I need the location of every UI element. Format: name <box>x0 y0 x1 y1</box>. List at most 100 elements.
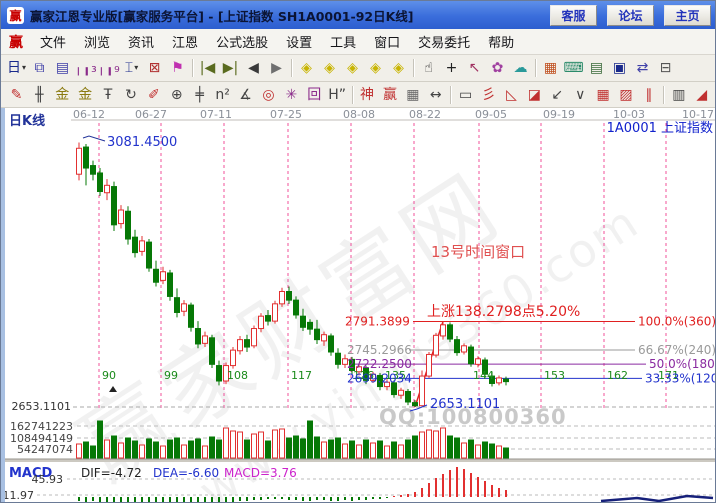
candle-body <box>468 346 474 365</box>
candle-body <box>496 377 502 384</box>
volume-scale-label: 108494149 <box>10 432 73 445</box>
calendar-icon[interactable]: ▦ <box>543 60 558 76</box>
date-label: 06-27 <box>135 108 167 121</box>
window-title: 赢家江恩专业版[赢家服务平台] - [上证指数 SH1A0001-92日K线] <box>30 8 414 24</box>
triangle-ruler-icon[interactable]: ◢ <box>696 86 708 103</box>
red-grid-icon[interactable]: ▦ <box>596 86 610 103</box>
network-icon[interactable]: ⇄ <box>636 60 649 76</box>
color-flag-icon[interactable]: ⚑ <box>171 60 184 76</box>
v-lines-icon[interactable]: ∨ <box>575 86 586 103</box>
menu-item-8[interactable]: 交易委托 <box>418 36 471 51</box>
jump-last-icon[interactable]: ▶| <box>222 60 239 76</box>
cycle-number-label: 153 <box>544 369 565 382</box>
menu-item-2[interactable]: 资讯 <box>128 36 155 51</box>
ying-grid-icon[interactable]: 赢 <box>382 86 397 103</box>
gann-diamond-shrink-icon[interactable]: ◈ <box>370 60 381 76</box>
pencil-tool-icon[interactable]: ✎ <box>10 86 23 103</box>
menu-item-9[interactable]: 帮助 <box>488 36 515 51</box>
notebook-icon[interactable]: ▤ <box>589 60 604 76</box>
macd-value: MACD=3.76 <box>224 466 297 480</box>
starburst-icon[interactable]: ✳ <box>285 86 298 103</box>
pattern-box-icon[interactable]: ⊠ <box>148 60 161 76</box>
square-spiral-icon[interactable]: 回 <box>307 86 322 103</box>
angle-ruler-icon[interactable]: ∡ <box>239 86 252 103</box>
candle-body <box>139 240 145 252</box>
measure-line-icon[interactable]: ↖ <box>468 60 481 76</box>
gold-grid-icon[interactable]: 金 <box>55 86 70 103</box>
fan-lines-icon[interactable]: 彡 <box>481 86 496 103</box>
bars-3-icon[interactable]: ╷╻₃ <box>74 60 97 76</box>
target-icon[interactable]: ◎ <box>262 86 275 103</box>
calculator-icon[interactable]: ⌨ <box>563 60 584 76</box>
jump-first-icon[interactable]: |◀ <box>199 60 216 76</box>
cycle-number-label: 135 <box>385 369 406 382</box>
spiral-icon[interactable]: ↻ <box>125 86 137 103</box>
gann-diamond-left-icon[interactable]: ◈ <box>301 60 312 76</box>
fan-box-icon[interactable]: ◺ <box>506 86 517 103</box>
forum-button[interactable]: 论坛 <box>607 4 654 26</box>
gold-grid2-icon[interactable]: 金 <box>78 86 93 103</box>
bar-pattern-icon[interactable]: ▥ <box>672 86 686 103</box>
grid-lines-icon[interactable]: ╫ <box>35 86 44 103</box>
app-logo-icon: 赢 <box>7 6 24 24</box>
n2-icon[interactable]: n² <box>215 86 230 103</box>
period-day-selector-icon[interactable]: 日 ▾ <box>6 60 26 76</box>
volume-bar <box>300 438 306 459</box>
candle-body <box>279 290 285 305</box>
square-port-icon[interactable]: ▭ <box>459 86 473 103</box>
angle-lines-icon[interactable]: ↙ <box>551 86 564 103</box>
menu-item-5[interactable]: 设置 <box>286 36 313 51</box>
info-list-icon[interactable]: ▤ <box>55 60 70 76</box>
save-icon[interactable]: ▣ <box>612 60 627 76</box>
step-forward-icon[interactable]: ▶ <box>271 60 282 76</box>
menu-item-4[interactable]: 公式选股 <box>216 36 269 51</box>
parallel-lines-icon[interactable]: ∥ <box>645 86 653 103</box>
home-button[interactable]: 主页 <box>664 4 711 26</box>
service-button[interactable]: 客服 <box>550 4 597 26</box>
candle-body <box>293 299 299 316</box>
menu-item-1[interactable]: 浏览 <box>84 36 111 51</box>
diag-grid-icon[interactable]: ▨ <box>619 86 633 103</box>
gann-diamond-right-icon[interactable]: ◈ <box>324 60 335 76</box>
zoom-area-icon[interactable]: ⧉ <box>34 60 45 76</box>
hand-tool-icon[interactable]: ☝ <box>424 60 433 76</box>
menu-item-0[interactable]: 文件 <box>40 36 67 51</box>
volume-bar <box>321 441 327 459</box>
volume-bar <box>356 444 362 459</box>
menu-item-7[interactable]: 窗口 <box>374 36 401 51</box>
candle-style-icon[interactable]: ⌶ ▾ <box>124 60 139 76</box>
menu-item-3[interactable]: 江恩 <box>172 36 199 51</box>
menu-item-6[interactable]: 工具 <box>330 36 357 51</box>
compass-pencil-icon[interactable]: ✐ <box>148 86 160 103</box>
candle-body <box>356 366 362 373</box>
candle-body <box>363 367 369 381</box>
toolbar-separator <box>351 85 353 104</box>
caliper-icon[interactable]: Н” <box>328 86 347 103</box>
basket-tool-icon[interactable]: ✿ <box>491 60 504 76</box>
fan-grid-icon[interactable]: ◪ <box>527 86 541 103</box>
candle-body <box>405 390 411 403</box>
crosshair-tool-icon[interactable]: + <box>445 60 458 76</box>
cloud-analysis-icon[interactable]: ☁ <box>513 60 528 76</box>
f-lines-icon[interactable]: Ŧ <box>103 86 113 103</box>
candle-body <box>300 315 306 328</box>
candle-body <box>461 345 467 353</box>
grid-123-icon[interactable]: ▦ <box>406 86 420 103</box>
width-arrows-icon[interactable]: ↔ <box>429 86 442 103</box>
dense-grid-icon[interactable]: ╪ <box>195 86 204 103</box>
bars-9-icon[interactable]: ╷╻₉ <box>97 60 120 76</box>
volume-bar <box>482 441 488 459</box>
printer-icon[interactable]: ⊟ <box>659 60 672 76</box>
gann-diamond-center-icon[interactable]: ◈ <box>393 60 404 76</box>
step-back-icon[interactable]: ◀ <box>248 60 259 76</box>
compass-circle-icon[interactable]: ⊕ <box>170 86 183 103</box>
candle-body <box>195 328 201 345</box>
volume-bar <box>475 444 481 459</box>
dropdown-arrow-icon: ▾ <box>21 63 26 72</box>
shen-grid-icon[interactable]: 神 <box>360 86 375 103</box>
cycle-number-label: 108 <box>227 369 248 382</box>
kline-chart-canvas[interactable]: 赢家财富网www.yingjia360.comQQ:10080036006-12… <box>3 108 716 503</box>
gann-diamond-expand-icon[interactable]: ◈ <box>347 60 358 76</box>
candle-body <box>153 268 159 283</box>
volume-bar <box>433 430 439 459</box>
